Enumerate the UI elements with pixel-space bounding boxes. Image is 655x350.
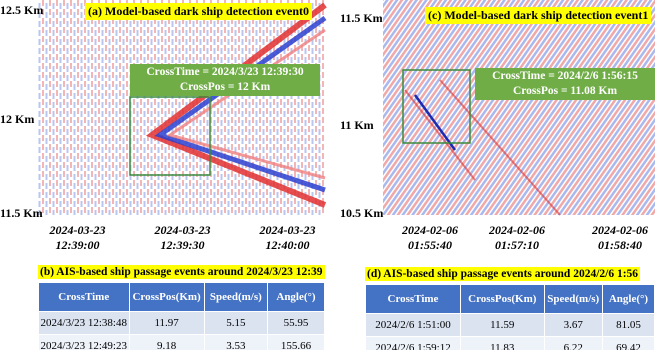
cell: 9.18: [129, 335, 204, 350]
cell: 11.97: [129, 312, 204, 335]
header-cell: Speed(m/s): [544, 285, 602, 314]
panel-title: (c) Model-based dark ship detection even…: [425, 7, 651, 24]
header-cell: CrossTime: [366, 285, 461, 314]
cell: 55.95: [267, 312, 324, 335]
time: 12:39:30: [145, 238, 220, 253]
y-label: 11.5 Km: [340, 11, 383, 26]
time: 01:55:40: [395, 238, 465, 253]
table-caption: (d) AIS-based ship passage events around…: [365, 267, 640, 281]
figure: 12.5 Km 12 Km 11.5 Km (a) Model-based dark …: [0, 0, 655, 350]
date: 2024-02-06: [482, 223, 552, 238]
cell: 2024/2/6 1:51:00: [366, 314, 461, 337]
y-label: 11 Km: [340, 118, 374, 133]
annotation-line: CrossTime = 2024/2/6 1:56:15: [479, 69, 651, 84]
cell: 69.42: [602, 337, 654, 350]
cell: 3.53: [204, 335, 267, 350]
cell: 2024/2/6 1:59:12: [366, 337, 461, 350]
cell: 81.05: [602, 314, 654, 337]
heatmap-c: [383, 0, 655, 215]
panel-title: (a) Model-based dark ship detection even…: [85, 3, 312, 20]
cell: 2024/3/23 12:49:23: [39, 335, 130, 350]
cell: 11.83: [460, 337, 544, 350]
date: 2024-02-06: [585, 223, 655, 238]
time: 12:40:00: [250, 238, 325, 253]
heatmap-a: [38, 0, 325, 215]
cell: 155.66: [267, 335, 324, 350]
date: 2024-03-23: [40, 223, 115, 238]
annotation-line: CrossPos = 12 Km: [134, 80, 316, 95]
header-cell: Speed(m/s): [204, 283, 267, 312]
y-label: 12 Km: [0, 112, 34, 127]
date: 2024-02-06: [395, 223, 465, 238]
cell: 2024/3/23 12:38:48: [39, 312, 130, 335]
header-cell: CrossPos(Km): [460, 285, 544, 314]
table-caption: (b) AIS-based ship passage events around…: [38, 265, 325, 279]
date: 2024-03-23: [145, 223, 220, 238]
header-cell: Angle(°): [267, 283, 324, 312]
time: 12:39:00: [40, 238, 115, 253]
y-label: 11.5 Km: [0, 206, 43, 221]
time: 01:57:10: [482, 238, 552, 253]
y-label: 12.5 Km: [0, 3, 43, 18]
header-cell: CrossPos(Km): [129, 283, 204, 312]
cell: 3.67: [544, 314, 602, 337]
header-cell: Angle(°): [602, 285, 654, 314]
date: 2024-03-23: [250, 223, 325, 238]
header-cell: CrossTime: [39, 283, 130, 312]
annotation-line: CrossPos = 11.08 Km: [479, 84, 651, 99]
cell: 6.22: [544, 337, 602, 350]
cell: 5.15: [204, 312, 267, 335]
annotation-line: CrossTime = 2024/3/23 12:39:30: [134, 65, 316, 80]
time: 01:58:40: [585, 238, 655, 253]
y-label: 10.5 Km: [340, 206, 383, 221]
cell: 11.59: [460, 314, 544, 337]
